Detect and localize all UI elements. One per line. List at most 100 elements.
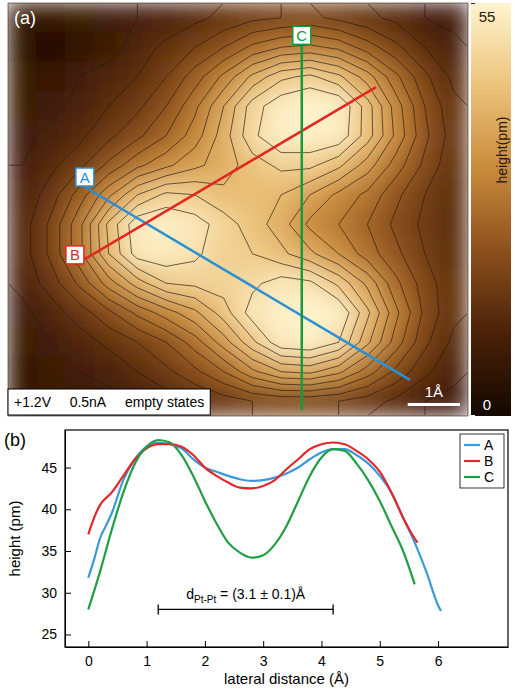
colorbar <box>471 3 511 416</box>
height-cell <box>410 209 440 240</box>
height-cell <box>123 32 153 63</box>
height-cell <box>439 209 468 240</box>
scan-line <box>85 187 410 380</box>
y-tick-mark <box>65 634 71 635</box>
height-cell <box>238 180 268 211</box>
height-cell <box>65 298 95 329</box>
x-tick-mark <box>88 641 89 647</box>
distance-value: = (3.1 ± 0.1)Å <box>216 586 306 602</box>
panel-label: (b) <box>4 430 26 450</box>
height-cell <box>36 180 66 211</box>
height-cell <box>180 357 210 388</box>
height-cell <box>94 268 124 299</box>
height-cell <box>381 62 411 93</box>
contour-line <box>9 4 467 415</box>
colorbar-tick-label: 0 <box>483 396 491 413</box>
height-cell <box>65 121 95 152</box>
height-cell <box>295 239 325 270</box>
x-tick-mark <box>321 641 322 647</box>
height-cell <box>295 209 325 240</box>
height-cell <box>94 62 124 93</box>
height-cell <box>381 239 411 270</box>
height-cell <box>353 62 383 93</box>
contour-line <box>60 25 429 397</box>
x-axis: 0123456 <box>66 641 509 669</box>
height-cell <box>36 62 66 93</box>
height-cell <box>439 150 468 181</box>
height-cell <box>381 121 411 152</box>
distance-label: dPt-Pt = (3.1 ± 0.1)Å <box>186 586 306 605</box>
x-tick-mark <box>205 641 206 647</box>
height-cell <box>180 150 210 181</box>
height-cell <box>439 180 468 211</box>
height-cell <box>439 3 468 33</box>
image-panel <box>8 3 468 416</box>
y-tick-mark <box>65 468 71 469</box>
x-tick: 5 <box>376 641 384 669</box>
contour-line <box>71 35 416 391</box>
height-cell <box>410 327 440 358</box>
height-cell <box>180 62 210 93</box>
height-cell <box>439 386 468 416</box>
x-tick-label: 5 <box>376 653 384 669</box>
y-tick-mark <box>65 551 71 552</box>
height-cell <box>238 3 268 33</box>
height-cell <box>439 298 468 329</box>
height-cell <box>65 91 95 122</box>
scan-label-text: B <box>70 246 80 263</box>
scan-label-text: C <box>296 27 307 44</box>
height-cell <box>36 298 66 329</box>
settings-text: 0.5nA <box>70 394 107 410</box>
distance-subscript: Pt-Pt <box>194 594 216 605</box>
profile-line <box>88 443 441 612</box>
height-cell <box>8 209 37 240</box>
scan-label-box <box>293 26 311 44</box>
height-cell <box>381 150 411 181</box>
height-cell <box>238 209 268 240</box>
height-cell <box>36 357 66 388</box>
height-cell <box>266 268 296 299</box>
scan-label-text: A <box>80 169 90 186</box>
height-cell <box>266 209 296 240</box>
height-cell <box>266 239 296 270</box>
scan-label: B <box>66 246 84 264</box>
scan-label-box <box>66 246 84 264</box>
settings-text: +1.2V <box>14 394 52 410</box>
height-cell <box>180 3 210 33</box>
height-cell <box>295 298 325 329</box>
height-cell <box>238 357 268 388</box>
scan-label: A <box>76 168 94 186</box>
panel-label: (a) <box>14 8 36 28</box>
x-tick: 1 <box>143 641 151 669</box>
height-cell <box>8 32 37 63</box>
settings-text: empty states <box>125 394 204 410</box>
y-tick: 35 <box>41 543 71 559</box>
height-cell <box>8 3 37 33</box>
y-tick-mark <box>65 593 71 594</box>
height-cell <box>180 209 210 240</box>
height-cell <box>353 386 383 416</box>
height-cell <box>8 121 37 152</box>
distance-annotation: dPt-Pt = (3.1 ± 0.1)Å <box>158 586 333 614</box>
height-cell <box>353 298 383 329</box>
scan-line <box>75 87 376 265</box>
x-tick: 4 <box>318 641 326 669</box>
height-cell <box>94 32 124 63</box>
x-tick-label: 2 <box>201 653 209 669</box>
height-cell <box>439 357 468 388</box>
y-tick: 30 <box>41 585 71 601</box>
distance-symbol: d <box>186 586 194 602</box>
height-cell <box>36 121 66 152</box>
height-cell <box>324 180 354 211</box>
height-cell <box>151 32 181 63</box>
height-cell <box>65 3 95 33</box>
distance-bracket <box>158 604 333 614</box>
legend-box <box>460 434 504 488</box>
y-tick-mark <box>65 509 71 510</box>
height-map <box>8 3 468 416</box>
y-axis: 2530354045 <box>41 431 71 648</box>
legend-label: A <box>484 437 494 453</box>
x-tick-mark <box>438 641 439 647</box>
height-cell <box>353 3 383 33</box>
y-tick-label: 45 <box>41 460 57 476</box>
